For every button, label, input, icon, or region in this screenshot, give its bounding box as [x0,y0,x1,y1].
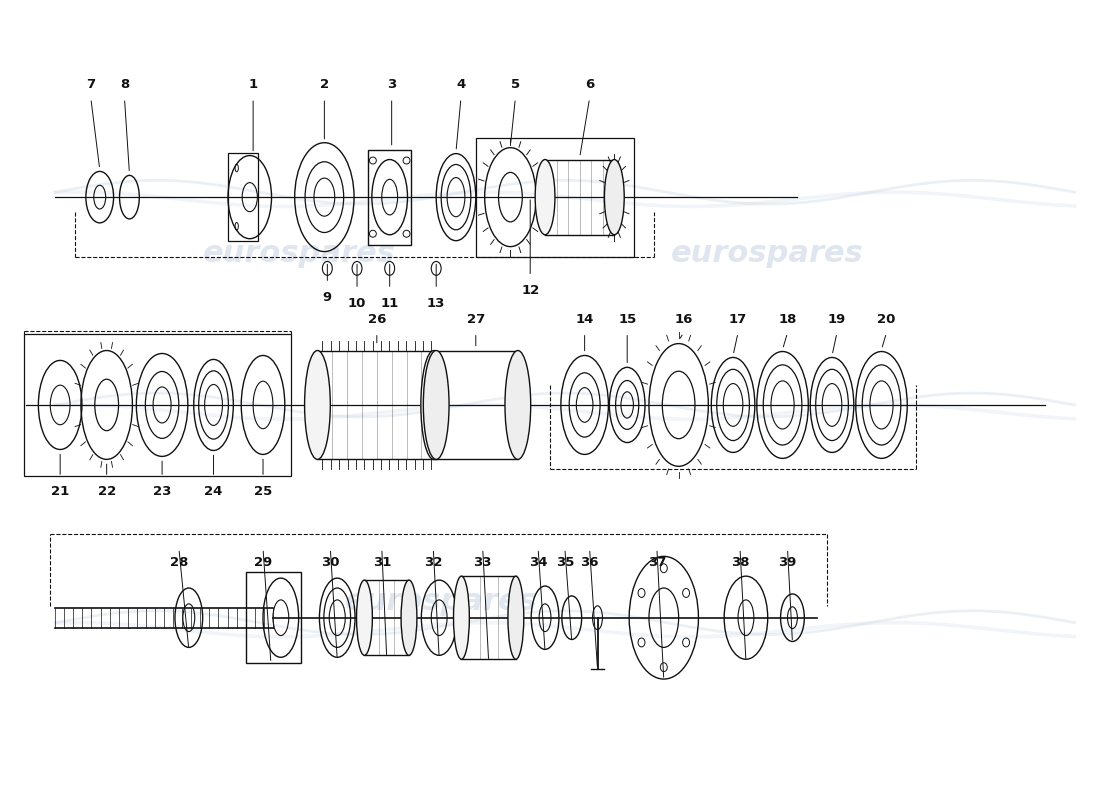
Text: 20: 20 [878,313,895,326]
Text: 14: 14 [575,313,594,326]
Ellipse shape [424,350,449,459]
Text: 26: 26 [367,313,386,326]
Text: 6: 6 [585,78,594,91]
Text: 33: 33 [473,556,492,570]
Ellipse shape [402,580,417,655]
Text: 4: 4 [456,78,465,91]
Text: 36: 36 [581,556,598,570]
Text: 18: 18 [779,313,796,326]
Text: 17: 17 [729,313,747,326]
Bar [23,334,290,476]
Text: 25: 25 [254,485,272,498]
Text: 38: 38 [730,556,749,570]
Text: 10: 10 [348,297,366,310]
Text: 3: 3 [387,78,396,91]
Text: 9: 9 [322,291,332,304]
Ellipse shape [508,576,524,659]
Text: 15: 15 [618,313,636,326]
Text: 2: 2 [320,78,329,91]
Text: 31: 31 [373,556,390,570]
Text: eurospares: eurospares [671,239,865,268]
Text: 23: 23 [153,485,172,498]
Text: 27: 27 [466,313,485,326]
Text: 7: 7 [86,78,96,91]
Text: 35: 35 [556,556,574,570]
Text: 22: 22 [98,485,116,498]
Ellipse shape [305,350,330,459]
Text: 32: 32 [424,556,442,570]
Ellipse shape [604,159,624,234]
Text: 37: 37 [648,556,667,570]
Ellipse shape [505,350,530,459]
Bar [246,572,300,663]
Ellipse shape [356,580,373,655]
Text: eurospares: eurospares [204,239,396,268]
Text: 1: 1 [249,78,257,91]
Ellipse shape [536,159,554,234]
Text: eurospares: eurospares [344,587,538,616]
Text: 19: 19 [828,313,846,326]
Text: 24: 24 [205,485,222,498]
Bar [476,138,634,257]
Text: 12: 12 [521,284,539,298]
Text: 13: 13 [427,297,446,310]
Text: 16: 16 [674,313,693,326]
Text: 39: 39 [779,556,796,570]
Text: 30: 30 [321,556,340,570]
Ellipse shape [421,350,447,459]
Ellipse shape [453,576,470,659]
Bar [228,154,258,241]
Text: 29: 29 [254,556,272,570]
Text: 8: 8 [120,78,129,91]
Text: 21: 21 [51,485,69,498]
Text: 28: 28 [169,556,188,570]
Text: 11: 11 [381,297,399,310]
Text: 5: 5 [510,78,520,91]
Bar [367,150,411,245]
Text: 34: 34 [529,556,548,570]
